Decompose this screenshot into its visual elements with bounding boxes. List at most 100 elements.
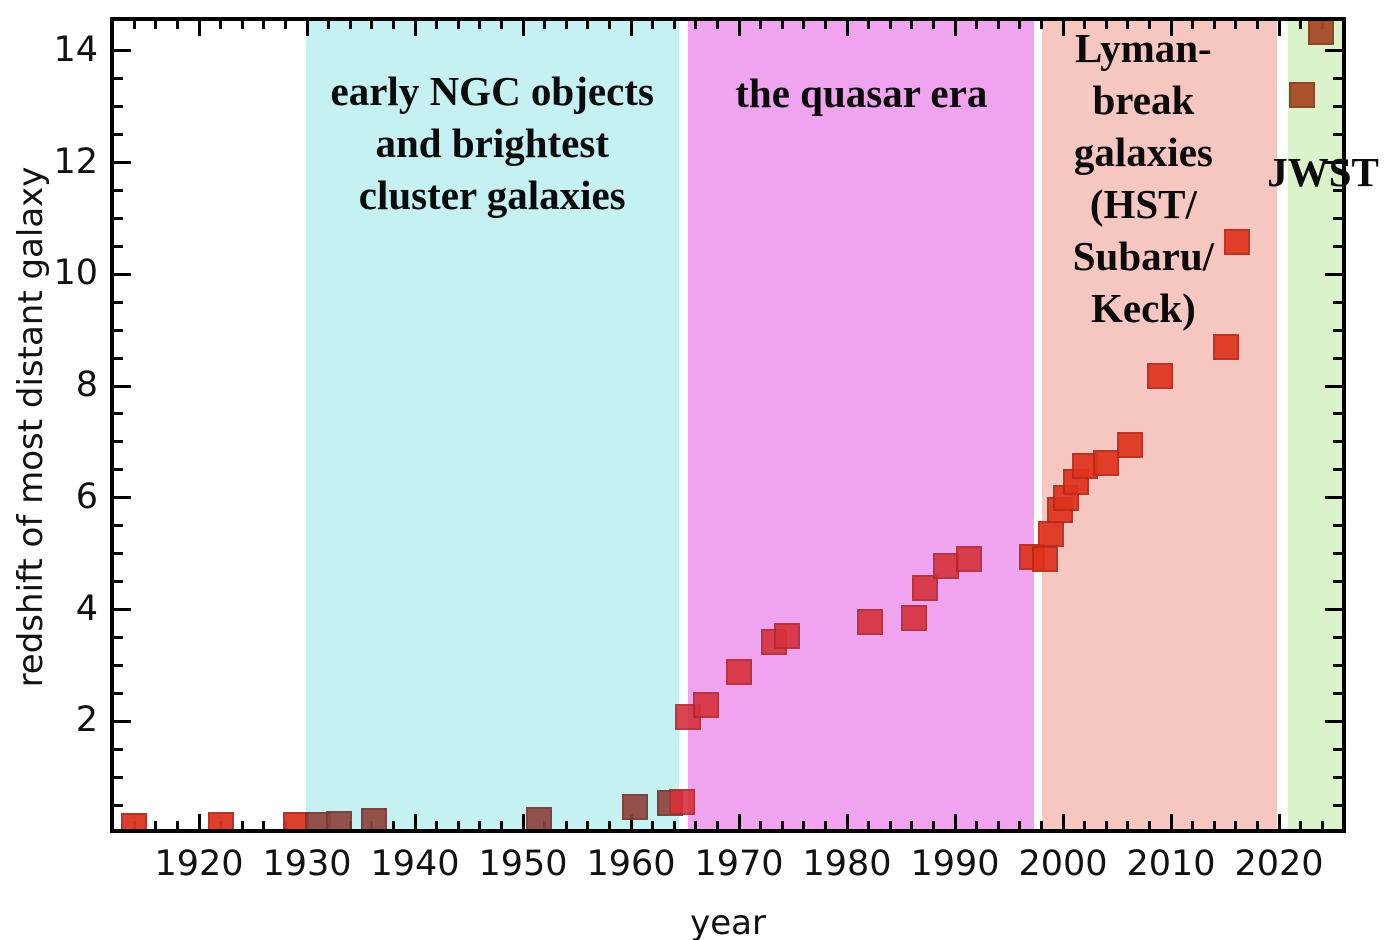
tick [132,21,136,29]
region-label-lyman-break-era: Lyman- break galaxies (HST/ Subaru/ Keck… [1072,25,1215,331]
tick [1333,468,1342,472]
x-tick-label: 1990 [910,844,1000,884]
tick [1277,814,1281,829]
tick [867,21,871,29]
tick [737,21,741,36]
tick [1325,608,1342,611]
tick [499,21,503,29]
tick [435,821,439,829]
tick [1333,356,1342,360]
tick [1191,821,1195,829]
tick [1333,412,1342,416]
tick [996,821,1000,829]
tick [114,552,123,556]
tick [1039,21,1043,29]
tick [1333,691,1342,695]
tick [114,49,131,53]
data-point [1093,450,1120,477]
x-tick-label: 1940 [370,844,460,884]
tick [737,814,741,829]
tick [114,133,123,137]
data-point [668,789,695,816]
tick [1325,496,1342,500]
tick [114,468,123,472]
tick [114,663,123,667]
tick [564,821,568,829]
tick [1039,821,1043,829]
tick [1299,821,1303,829]
tick [348,21,352,29]
tick [114,105,123,109]
data-point [1116,431,1143,458]
tick [1234,821,1238,829]
tick [1104,21,1108,29]
data-points-layer [114,21,1342,829]
x-tick-label: 1960 [586,844,676,884]
tick [435,21,439,29]
tick [391,821,395,829]
tick [715,21,719,29]
tick [1277,21,1281,36]
region-label-ngc-era: early NGC objects and brightest cluster … [330,68,654,218]
x-tick-label: 2000 [1018,844,1108,884]
data-point [1031,546,1058,573]
tick [413,21,417,36]
tick [1234,21,1238,29]
tick [823,21,827,29]
tick [1325,49,1342,53]
tick [715,821,719,829]
tick [114,775,123,779]
data-point [326,810,353,829]
data-point [1288,82,1315,109]
tick [802,21,806,29]
tick [1147,821,1151,829]
tick [114,356,123,360]
tick [1325,384,1342,388]
tick [197,21,201,36]
y-tick-label: 14 [53,29,98,70]
tick [845,21,849,36]
tick [1255,821,1259,829]
data-point [622,794,649,821]
tick [1018,821,1022,829]
data-point [933,552,960,579]
tick [175,821,179,829]
tick [114,161,131,164]
tick [802,821,806,829]
tick [1104,821,1108,829]
tick [114,608,131,611]
tick [114,719,131,723]
tick [456,21,460,29]
tick [114,440,123,444]
tick [1333,580,1342,584]
tick [478,21,482,29]
tick [370,21,374,29]
tick [1333,105,1342,109]
era-band-ngc-era [305,21,679,829]
y-tick-label: 10 [53,253,98,294]
tick [586,21,590,29]
tick [888,21,892,29]
x-tick-label: 1970 [694,844,784,884]
tick [114,300,123,304]
y-tick-label: 6 [75,476,98,517]
tick [910,21,914,29]
data-point [1147,362,1174,389]
tick [391,21,395,29]
tick [327,21,331,29]
x-tick-label: 1980 [802,844,892,884]
tick [114,412,123,416]
data-point [360,808,387,829]
tick [1333,77,1342,81]
tick [114,580,123,584]
tick [240,821,244,829]
data-point [692,692,719,719]
tick [1191,21,1195,29]
tick [1333,552,1342,556]
tick [1333,440,1342,444]
tick [607,21,611,29]
tick [114,496,131,500]
tick [1333,216,1342,220]
tick [1018,21,1022,29]
